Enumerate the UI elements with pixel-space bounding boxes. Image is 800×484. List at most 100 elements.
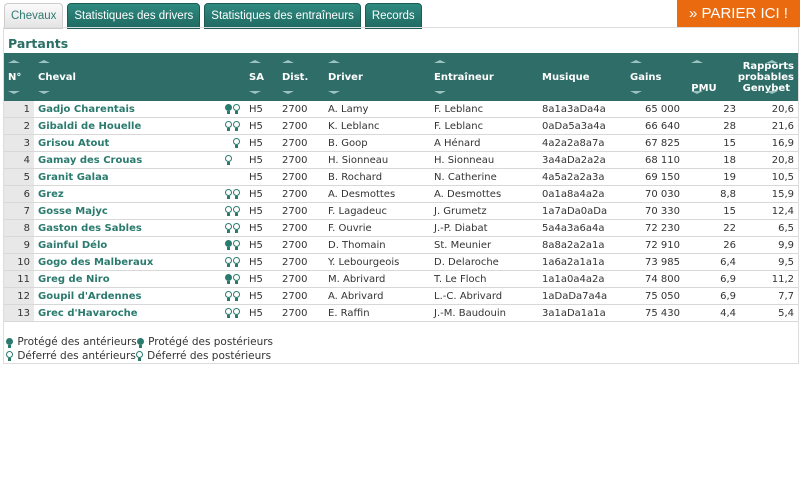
row-number: 12 — [4, 287, 34, 305]
col-dist[interactable]: Dist. — [278, 53, 324, 101]
tab-stats-drivers[interactable]: Statistiques des drivers — [67, 3, 201, 29]
trainer: A. Desmottes — [430, 185, 538, 203]
gains: 72 230 — [626, 219, 684, 237]
deferre-icon — [233, 307, 240, 318]
partants-panel: Partants N° Cheval SA Dist. Driver Entra… — [3, 27, 799, 364]
sa: H5 — [245, 168, 278, 186]
sa: H5 — [245, 117, 278, 135]
tab-chevaux[interactable]: Chevaux — [4, 3, 64, 29]
shoe-icons — [215, 253, 245, 271]
gains: 75 430 — [626, 304, 684, 322]
table-row[interactable]: 4 Gamay des Crouas H5 2700 H. Sionneau H. Sio… — [4, 151, 798, 169]
genybet-odds: 20,8 — [740, 151, 798, 169]
distance: 2700 — [278, 304, 324, 322]
gains: 67 825 — [626, 134, 684, 152]
genybet-odds: 16,9 — [740, 134, 798, 152]
deferre-icon — [6, 351, 13, 361]
musique: 5a4a3a6a4a — [538, 219, 626, 237]
deferre-icon — [233, 256, 240, 267]
gains: 70 030 — [626, 185, 684, 203]
parier-button[interactable]: » PARIER ICI ! — [677, 0, 800, 27]
col-rapports[interactable]: Rapports probables PMU Genybet — [684, 53, 798, 101]
shoe-icons — [215, 270, 245, 288]
table-row[interactable]: 1 Gadjo Charentais H5 2700 A. Lamy F. Leblanc… — [4, 101, 798, 118]
table-row[interactable]: 9 Gainful Délo H5 2700 D. Thomain St. Meunier… — [4, 236, 798, 254]
horse-name[interactable]: Gibaldi de Houelle — [34, 117, 215, 135]
sa: H5 — [245, 219, 278, 237]
driver: F. Lagadeuc — [324, 202, 430, 220]
deferre-icon — [225, 120, 232, 131]
deferre-icon — [225, 222, 232, 233]
legend: Protégé des antérieurs Protégé des posté… — [6, 336, 273, 363]
pmu-odds: 6,9 — [684, 270, 740, 288]
tab-stats-entraineurs[interactable]: Statistiques des entraîneurs — [204, 3, 361, 29]
col-cheval[interactable]: Cheval — [34, 53, 245, 101]
horse-name[interactable]: Gadjo Charentais — [34, 101, 215, 118]
table-row[interactable]: 3 Grisou Atout H5 2700 B. Goop A Hénard 4a2a2a… — [4, 134, 798, 152]
gains: 72 910 — [626, 236, 684, 254]
pmu-odds: 18 — [684, 151, 740, 169]
shoe-icons — [215, 168, 245, 186]
table-row[interactable]: 12 Goupil d'Ardennes H5 2700 A. Abrivard L.-C… — [4, 287, 798, 305]
genybet-odds: 10,5 — [740, 168, 798, 186]
shoe-icons — [215, 151, 245, 169]
row-number: 3 — [4, 134, 34, 152]
pmu-odds: 22 — [684, 219, 740, 237]
col-sa[interactable]: SA — [245, 53, 278, 101]
deferre-icon — [135, 351, 143, 361]
distance: 2700 — [278, 117, 324, 135]
musique: 0a1a8a4a2a — [538, 185, 626, 203]
trainer: J.-P. Diabat — [430, 219, 538, 237]
section-title: Partants — [8, 36, 69, 51]
distance: 2700 — [278, 185, 324, 203]
musique: 3a1aDa1a1a — [538, 304, 626, 322]
table-row[interactable]: 10 Gogo des Malberaux H5 2700 Y. Lebourgeois… — [4, 253, 798, 271]
deferre-icon — [225, 205, 232, 216]
horse-name[interactable]: Granit Galaa — [34, 168, 215, 186]
horse-name[interactable]: Greg de Niro — [34, 270, 215, 288]
distance: 2700 — [278, 202, 324, 220]
table-row[interactable]: 8 Gaston des Sables H5 2700 F. Ouvrie J.-P. D… — [4, 219, 798, 237]
table-row[interactable]: 6 Grez H5 2700 A. Desmottes A. Desmottes 0a1a8… — [4, 185, 798, 203]
horse-name[interactable]: Gamay des Crouas — [34, 151, 215, 169]
horse-name[interactable]: Gainful Délo — [34, 236, 215, 254]
driver: B. Goop — [324, 134, 430, 152]
horse-name[interactable]: Gogo des Malberaux — [34, 253, 215, 271]
driver: A. Desmottes — [324, 185, 430, 203]
musique: 1aDaDa7a4a — [538, 287, 626, 305]
sa: H5 — [245, 151, 278, 169]
horse-name[interactable]: Goupil d'Ardennes — [34, 287, 215, 305]
horse-name[interactable]: Grec d'Havaroche — [34, 304, 215, 322]
table-row[interactable]: 13 Grec d'Havaroche H5 2700 E. Raffin J.-M. B… — [4, 304, 798, 322]
deferre-icon — [233, 137, 240, 148]
deferre-icon — [233, 239, 240, 250]
col-driver[interactable]: Driver — [324, 53, 430, 101]
distance: 2700 — [278, 219, 324, 237]
horse-name[interactable]: Grisou Atout — [34, 134, 215, 152]
row-number: 1 — [4, 101, 34, 118]
tab-records[interactable]: Records — [364, 3, 422, 29]
horse-name[interactable]: Gosse Majyc — [34, 202, 215, 220]
horse-name[interactable]: Grez — [34, 185, 215, 203]
table-row[interactable]: 11 Greg de Niro H5 2700 M. Abrivard T. Le Flo… — [4, 270, 798, 288]
tab-bar: Chevaux Statistiques des drivers Statist… — [4, 3, 422, 29]
gains: 74 800 — [626, 270, 684, 288]
table-row[interactable]: 2 Gibaldi de Houelle H5 2700 K. Leblanc F. Le… — [4, 117, 798, 135]
genybet-odds: 15,9 — [740, 185, 798, 203]
distance: 2700 — [278, 134, 324, 152]
shoe-icons — [215, 304, 245, 322]
trainer: J.-M. Baudouin — [430, 304, 538, 322]
col-entraineur[interactable]: Entraîneur — [430, 53, 538, 101]
driver: E. Raffin — [324, 304, 430, 322]
col-gains[interactable]: Gains — [626, 53, 684, 101]
musique: 3a4aDa2a2a — [538, 151, 626, 169]
shoe-icons — [215, 185, 245, 203]
genybet-odds: 12,4 — [740, 202, 798, 220]
deferre-icon — [225, 154, 232, 165]
pmu-odds: 19 — [684, 168, 740, 186]
table-row[interactable]: 5 Granit Galaa H5 2700 B. Rochard N. Catherin… — [4, 168, 798, 186]
table-row[interactable]: 7 Gosse Majyc H5 2700 F. Lagadeuc J. Grumetz 1… — [4, 202, 798, 220]
musique: 8a8a2a2a1a — [538, 236, 626, 254]
col-num[interactable]: N° — [4, 53, 34, 101]
horse-name[interactable]: Gaston des Sables — [34, 219, 215, 237]
